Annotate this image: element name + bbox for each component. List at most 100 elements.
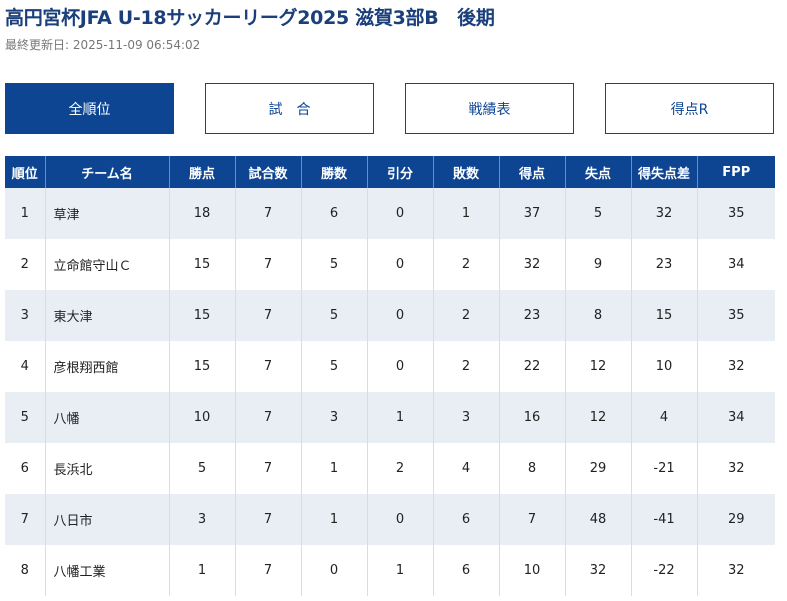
cell-wins: 6 <box>300 188 367 239</box>
cell-wins: 1 <box>300 494 367 545</box>
cell-goals-for: 23 <box>498 290 565 341</box>
cell-draws: 0 <box>366 239 433 290</box>
cell-losses: 6 <box>432 494 499 545</box>
cell-matches-played: 7 <box>234 341 301 392</box>
cell-fpp: 29 <box>696 494 775 545</box>
table-row: 1 草津 18 7 6 0 1 37 5 32 35 <box>5 188 775 239</box>
cell-goals-against: 9 <box>564 239 631 290</box>
cell-matches-played: 7 <box>234 188 301 239</box>
cell-matches-played: 7 <box>234 290 301 341</box>
tab-results-table[interactable]: 戦績表 <box>405 83 574 134</box>
cell-goals-for: 7 <box>498 494 565 545</box>
cell-goal-difference: 23 <box>630 239 697 290</box>
cell-goals-for: 8 <box>498 443 565 494</box>
tab-scorer-ranking[interactable]: 得点R <box>605 83 774 134</box>
table-body: 1 草津 18 7 6 0 1 37 5 32 35 2 立命館守山Ｃ 15 7 5 0 2 32 9 23 34 3 東大津… <box>5 188 775 596</box>
cell-goal-difference: -41 <box>630 494 697 545</box>
table-row: 5 八幡 10 7 3 1 3 16 12 4 34 <box>5 392 775 443</box>
column-header-team-name: チーム名 <box>44 156 169 188</box>
tab-bar: 全順位 試 合 戦績表 得点R <box>5 83 775 134</box>
cell-points: 1 <box>168 545 235 596</box>
cell-goal-difference: 4 <box>630 392 697 443</box>
cell-losses: 6 <box>432 545 499 596</box>
cell-team-name: 八幡工業 <box>44 545 169 596</box>
cell-fpp: 35 <box>696 290 775 341</box>
cell-goals-for: 22 <box>498 341 565 392</box>
last-updated: 最終更新日: 2025-11-09 06:54:02 <box>5 38 201 52</box>
cell-wins: 5 <box>300 239 367 290</box>
cell-rank: 8 <box>5 545 45 596</box>
cell-fpp: 32 <box>696 341 775 392</box>
cell-wins: 1 <box>300 443 367 494</box>
cell-rank: 6 <box>5 443 45 494</box>
cell-wins: 0 <box>300 545 367 596</box>
cell-points: 18 <box>168 188 235 239</box>
cell-fpp: 32 <box>696 545 775 596</box>
cell-matches-played: 7 <box>234 545 301 596</box>
cell-draws: 0 <box>366 341 433 392</box>
page-title: 高円宮杯JFA U-18サッカーリーグ2025 滋賀3部B 後期 <box>5 7 495 29</box>
table-row: 6 長浜北 5 7 1 2 4 8 29 -21 32 <box>5 443 775 494</box>
cell-points: 5 <box>168 443 235 494</box>
cell-draws: 0 <box>366 188 433 239</box>
cell-losses: 3 <box>432 392 499 443</box>
table-header-row: 順位 チーム名 勝点 試合数 勝数 引分 敗数 得点 失点 得失点差 FPP <box>5 156 775 188</box>
cell-fpp: 32 <box>696 443 775 494</box>
cell-losses: 2 <box>432 341 499 392</box>
column-header-wins: 勝数 <box>300 156 367 188</box>
cell-losses: 2 <box>432 290 499 341</box>
cell-draws: 0 <box>366 494 433 545</box>
tab-all-standings[interactable]: 全順位 <box>5 83 174 134</box>
cell-goal-difference: -21 <box>630 443 697 494</box>
table-row: 3 東大津 15 7 5 0 2 23 8 15 35 <box>5 290 775 341</box>
cell-fpp: 34 <box>696 239 775 290</box>
cell-goals-for: 32 <box>498 239 565 290</box>
cell-wins: 3 <box>300 392 367 443</box>
cell-goals-against: 12 <box>564 341 631 392</box>
cell-team-name: 草津 <box>44 188 169 239</box>
cell-wins: 5 <box>300 341 367 392</box>
cell-goal-difference: 10 <box>630 341 697 392</box>
tab-matches[interactable]: 試 合 <box>205 83 374 134</box>
cell-points: 10 <box>168 392 235 443</box>
column-header-goals-against: 失点 <box>564 156 631 188</box>
cell-rank: 3 <box>5 290 45 341</box>
cell-goal-difference: 15 <box>630 290 697 341</box>
cell-goals-against: 48 <box>564 494 631 545</box>
table-row: 4 彦根翔西館 15 7 5 0 2 22 12 10 32 <box>5 341 775 392</box>
cell-goal-difference: 32 <box>630 188 697 239</box>
cell-goals-for: 10 <box>498 545 565 596</box>
cell-draws: 0 <box>366 290 433 341</box>
cell-matches-played: 7 <box>234 443 301 494</box>
table-row: 2 立命館守山Ｃ 15 7 5 0 2 32 9 23 34 <box>5 239 775 290</box>
cell-fpp: 34 <box>696 392 775 443</box>
cell-goals-against: 8 <box>564 290 631 341</box>
cell-draws: 1 <box>366 545 433 596</box>
cell-draws: 2 <box>366 443 433 494</box>
cell-rank: 5 <box>5 392 45 443</box>
cell-team-name: 八幡 <box>44 392 169 443</box>
cell-rank: 1 <box>5 188 45 239</box>
cell-points: 15 <box>168 341 235 392</box>
cell-losses: 1 <box>432 188 499 239</box>
cell-goal-difference: -22 <box>630 545 697 596</box>
column-header-goal-difference: 得失点差 <box>630 156 697 188</box>
cell-wins: 5 <box>300 290 367 341</box>
table-row: 8 八幡工業 1 7 0 1 6 10 32 -22 32 <box>5 545 775 596</box>
cell-rank: 7 <box>5 494 45 545</box>
cell-goals-for: 16 <box>498 392 565 443</box>
cell-goals-against: 5 <box>564 188 631 239</box>
cell-rank: 2 <box>5 239 45 290</box>
cell-losses: 4 <box>432 443 499 494</box>
cell-goals-against: 32 <box>564 545 631 596</box>
column-header-losses: 敗数 <box>432 156 499 188</box>
cell-points: 3 <box>168 494 235 545</box>
column-header-matches-played: 試合数 <box>234 156 301 188</box>
cell-goals-for: 37 <box>498 188 565 239</box>
cell-losses: 2 <box>432 239 499 290</box>
cell-team-name: 東大津 <box>44 290 169 341</box>
cell-team-name: 八日市 <box>44 494 169 545</box>
column-header-goals-for: 得点 <box>498 156 565 188</box>
column-header-draws: 引分 <box>366 156 433 188</box>
cell-rank: 4 <box>5 341 45 392</box>
